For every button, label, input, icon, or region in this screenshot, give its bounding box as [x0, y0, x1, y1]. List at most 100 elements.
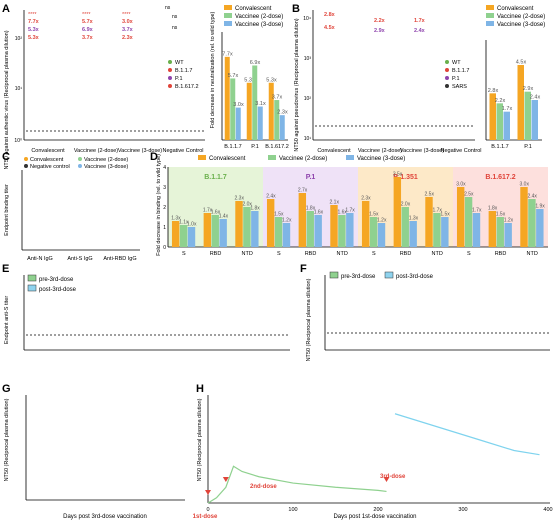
bar: [433, 213, 441, 247]
category-tick-label: S: [372, 251, 376, 257]
svg-text:post-3rd-dose: post-3rd-dose: [396, 274, 434, 280]
bar-value-label: 2.0x: [242, 202, 252, 208]
bar-value-label: 2.8x: [488, 88, 499, 94]
y-tick-label: 0: [163, 245, 166, 251]
bar-value-label: 1.1x: [179, 220, 189, 226]
bar-value-label: 1.7x: [345, 208, 355, 214]
bar: [171, 221, 180, 247]
fold-label: 3.7x: [122, 27, 134, 33]
category-tick-label: B.1.1.7: [491, 144, 508, 150]
fold-label: 5.3x: [28, 27, 40, 33]
ns-label: ns: [165, 5, 171, 11]
bar: [203, 213, 212, 247]
x-tick-label: 300: [458, 507, 467, 513]
x-tick-label: 100: [288, 507, 297, 513]
panel-b-legend: WT B.1.1.7 P.1 SARS: [445, 60, 469, 90]
bar-value-label: 1.3x: [171, 216, 181, 222]
panel-g: G NT50 (Reciprocal plasma dilution) Days…: [2, 383, 185, 520]
group-label: Vaccinee (3-dose): [118, 148, 162, 154]
panel-c: C Endpoint binding titer Convalescent Va…: [2, 151, 140, 262]
svg-text:Convalescent: Convalescent: [497, 6, 534, 12]
svg-text:P.1: P.1: [452, 76, 460, 82]
bar: [346, 213, 354, 247]
bar-value-label: 2.3x: [361, 196, 371, 202]
bar: [298, 193, 307, 247]
bar-value-label: 5.3x: [266, 77, 277, 83]
bar: [257, 106, 263, 140]
panel-letter-f: F: [300, 263, 307, 275]
bar: [224, 56, 230, 141]
bar: [496, 103, 503, 140]
bar-value-label: 2.9x: [523, 86, 534, 92]
bar-value-label: 3.0x: [233, 102, 244, 108]
stars: ****: [122, 12, 131, 18]
bar: [266, 199, 275, 247]
bar-value-label: 2.5x: [464, 192, 474, 198]
group-label: Convalescent: [317, 148, 351, 154]
bar: [401, 207, 409, 247]
bar-value-label: 1.8x: [488, 206, 498, 212]
bar-value-label: 1.5x: [369, 212, 379, 218]
bar: [282, 223, 291, 247]
panel-c-legend: Convalescent Vaccinee (2-dose) Negative …: [24, 157, 128, 170]
bar: [536, 209, 544, 247]
bar: [409, 221, 417, 247]
category-tick-label: S: [467, 251, 471, 257]
bar: [520, 187, 528, 247]
fold-label: 2.8x: [324, 12, 336, 18]
panel-letter-c: C: [2, 151, 10, 163]
panel-letter-e: E: [2, 263, 9, 275]
bar: [252, 65, 258, 140]
bar-value-label: 3.0x: [456, 182, 466, 188]
bar-value-label: 5.3x: [244, 77, 255, 83]
variant-label: B.1.617.2: [485, 174, 515, 181]
category-tick-label: NTD: [337, 251, 348, 257]
svg-text:Vaccinee (2-dose): Vaccinee (2-dose): [279, 156, 327, 162]
category-tick-label: NTD: [432, 251, 443, 257]
svg-text:10¹: 10¹: [15, 86, 23, 92]
x-tick-label: 0: [206, 507, 209, 513]
svg-text:pre-3rd-dose: pre-3rd-dose: [341, 274, 376, 280]
bar: [488, 211, 497, 247]
variant-label: B.1.351: [393, 174, 418, 181]
panel-g-ylabel: NT50 (Reciprocal plasma dilution): [4, 398, 10, 481]
panel-h: H NT50 (Reciprocal plasma dilution) 0 100…: [193, 383, 553, 520]
bar-value-label: 1.3x: [409, 216, 419, 222]
panel-a-ylabel: NT50 against authentic virus (Reciprocal…: [4, 30, 10, 169]
bar-value-label: 1.5x: [440, 212, 450, 218]
bar: [524, 91, 531, 140]
panel-b-fold-chart: Convalescent Vaccinee (2-dose) Vaccinee …: [485, 5, 545, 150]
bar: [251, 211, 259, 247]
bar: [441, 217, 449, 247]
fold-label: 2.9x: [374, 28, 386, 34]
group-label: Negative Control: [441, 148, 482, 154]
bar: [187, 227, 196, 247]
panel-d-ylabel: Fold decrease in binding (rel. to wild t…: [156, 154, 162, 256]
bar: [464, 197, 473, 247]
bar-value-label: 2.0x: [401, 202, 411, 208]
group-label: Vaccinee (3-dose): [400, 148, 444, 154]
series-line: [207, 465, 387, 504]
category-tick-label: NTD: [242, 251, 253, 257]
bar-value-label: 2.4x: [530, 95, 541, 101]
stars: ****: [82, 12, 91, 18]
bar: [243, 207, 251, 247]
x-tick-label: 200: [373, 507, 382, 513]
panel-d: D Fold decrease in binding (rel. to wild…: [150, 151, 548, 257]
bar-value-label: 2.7x: [298, 188, 308, 194]
group-label: Negative Control: [163, 148, 204, 154]
panel-e: E Endpoint anti-S titer pre-3rd-dose pos…: [2, 263, 290, 351]
bar-value-label: 2.3x: [235, 196, 245, 202]
bar: [314, 215, 322, 247]
bar-value-label: 3.0x: [520, 182, 530, 188]
ns-label: ns: [172, 14, 178, 20]
bar-value-label: 1.7x: [502, 106, 513, 112]
svg-text:Vaccinee (3-dose): Vaccinee (3-dose): [235, 22, 283, 28]
category-tick-label: P.1: [251, 144, 259, 150]
panel-a-legend: WT B.1.1.7 P.1 B.1.617.2: [168, 60, 199, 90]
bar: [528, 199, 536, 247]
panel-f-ylabel: NT50 (Reciprocal plasma dilution): [306, 278, 312, 361]
svg-text:Vaccinee (2-dose): Vaccinee (2-dose): [235, 14, 283, 20]
bar: [330, 205, 338, 247]
svg-text:Vaccinee (3-dose): Vaccinee (3-dose): [357, 156, 405, 162]
